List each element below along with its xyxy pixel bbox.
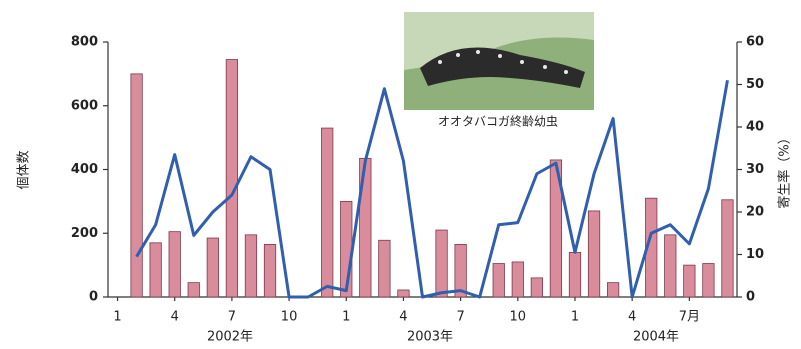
x-tick-label: 4	[628, 310, 636, 325]
y-axis-label: 個体数	[17, 150, 32, 189]
bar	[493, 264, 504, 297]
bar	[569, 252, 580, 297]
bar	[245, 235, 256, 297]
y2-axis-label: 寄生率（%）	[777, 131, 793, 208]
bar	[588, 211, 599, 297]
y2-tick-label: 40	[746, 120, 764, 135]
x-tick-label: 1	[342, 310, 350, 325]
bar	[131, 74, 142, 297]
x-tick-label: 7月	[679, 310, 700, 325]
bar	[264, 244, 275, 297]
bar	[722, 200, 733, 297]
year-label: 2004年	[633, 330, 679, 345]
photo-caption: オオタバコガ終齢幼虫	[438, 114, 558, 129]
x-tick-label: 7	[228, 310, 236, 325]
bar	[321, 128, 332, 297]
y2-tick-label: 10	[746, 247, 764, 262]
y2-tick-label: 60	[746, 35, 764, 50]
x-tick-label: 10	[510, 310, 527, 325]
line	[137, 80, 728, 297]
bar	[207, 238, 218, 297]
y-tick-label: 200	[71, 226, 98, 241]
y-tick-label: 800	[71, 35, 98, 50]
bar	[531, 278, 542, 297]
bar	[226, 60, 237, 297]
x-tick-label: 1	[571, 310, 579, 325]
year-label: 2003年	[407, 330, 453, 345]
y-tick-label: 600	[71, 98, 98, 113]
y2-tick-label: 50	[746, 77, 764, 92]
x-tick-label: 1	[113, 310, 121, 325]
y2-tick-label: 20	[746, 205, 764, 220]
bar	[379, 240, 390, 297]
x-tick-label: 4	[399, 310, 407, 325]
x-tick-label: 10	[281, 310, 298, 325]
y-tick-label: 0	[89, 290, 98, 305]
bar	[150, 243, 161, 297]
chart: オオタバコガ終齢幼虫 個体数 寄生率（%） 0 200 400 600 800 0 10 20…	[0, 0, 801, 349]
bar	[684, 265, 695, 297]
bar	[188, 283, 199, 297]
photo	[404, 12, 594, 110]
y2-tick-label: 30	[746, 162, 764, 177]
bar	[512, 262, 523, 297]
bar	[607, 283, 618, 297]
x-tick-label: 7	[456, 310, 464, 325]
bar	[398, 290, 409, 297]
bar	[665, 235, 676, 297]
bar	[169, 232, 180, 297]
bar	[455, 244, 466, 297]
y-tick-label: 400	[71, 162, 98, 177]
bar	[703, 264, 714, 297]
y2-tick-label: 0	[746, 290, 755, 305]
bar	[436, 230, 447, 297]
year-label: 2002年	[207, 330, 253, 345]
x-tick-label: 4	[171, 310, 179, 325]
